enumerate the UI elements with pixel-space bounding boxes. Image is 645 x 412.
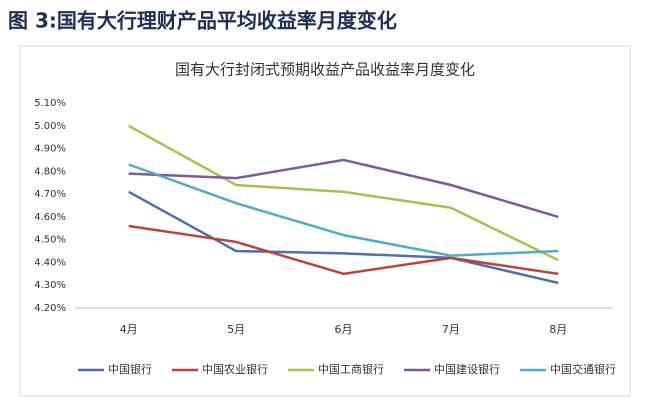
chart-frame [19,45,631,397]
y-tick-label: 4.80% [34,166,66,177]
legend-label: 中国工商银行 [318,362,384,376]
series-line [128,224,559,276]
y-tick-label: 4.60% [34,212,66,223]
x-tick-label: 5月 [227,323,245,336]
y-tick-label: 4.50% [34,235,66,246]
y-tick-label: 5.10% [34,98,66,109]
x-tick-label: 4月 [120,323,138,336]
series-line [128,190,559,285]
series-line [128,163,559,257]
y-tick-label: 4.90% [34,144,66,155]
figure-title: 图 3:国有大行理财产品平均收益率月度变化 [8,9,397,33]
legend-label: 中国建设银行 [434,362,500,376]
y-tick-label: 4.30% [34,280,66,291]
y-tick-label: 4.70% [34,189,66,200]
x-tick-label: 8月 [549,323,567,336]
legend-label: 中国银行 [108,362,152,376]
legend-label: 中国交通银行 [550,362,616,376]
x-tick-label: 6月 [335,323,353,336]
series-line [128,124,559,262]
chart-title: 国有大行封闭式预期收益产品收益率月度变化 [175,61,475,79]
x-tick-label: 7月 [442,323,460,336]
y-tick-label: 4.20% [34,303,66,314]
y-tick-label: 5.00% [34,121,66,132]
y-tick-label: 4.40% [34,257,66,268]
series-line [128,158,559,219]
legend-label: 中国农业银行 [202,362,268,376]
